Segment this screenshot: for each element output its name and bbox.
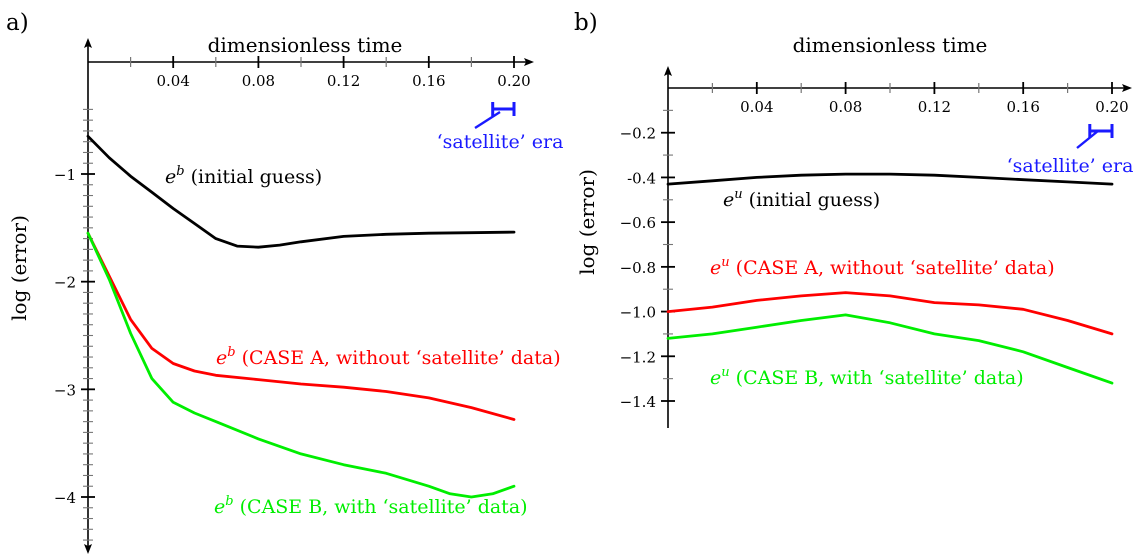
y-axis-arrow-top [664, 66, 672, 76]
x-axis-arrow [1122, 84, 1132, 92]
series-label-superscript: b [225, 494, 233, 509]
series-label: eb (initial guess) [165, 164, 322, 188]
series-label: eu (CASE B, with ‘satellite’ data) [710, 365, 1024, 389]
x-tick-label: 0.16 [412, 72, 445, 90]
series-label-symbol: e [710, 367, 721, 389]
series-line [86, 231, 516, 421]
series-label-text: (CASE A, without ‘satellite’ data) [236, 347, 561, 369]
series-line [666, 313, 1114, 385]
series-label-text: (initial guess) [185, 166, 323, 188]
y-tick-label: −1.2 [620, 348, 656, 366]
panel-letter: b) [574, 10, 598, 36]
series-line [666, 172, 1114, 186]
series-label-superscript: u [734, 187, 742, 202]
y-axis-arrow-bottom [84, 544, 92, 554]
y-tick-label: −2 [54, 274, 76, 292]
x-tick-label: 0.08 [242, 72, 275, 90]
series-label-symbol: e [710, 257, 721, 279]
y-tick-label: −0.8 [620, 259, 656, 277]
panel-a: a) 0.04 0.08 0.12 0.16 0.20 −1 −2 −3 −4 dimensionl… [6, 10, 563, 554]
series-label: eu (CASE A, without ‘satellite’ data) [710, 255, 1055, 279]
series-label-text: (CASE A, without ‘satellite’ data) [730, 257, 1055, 279]
y-tick-label: −1 [54, 166, 76, 184]
y-axis-title: log (error) [7, 215, 31, 321]
series-label: eb (CASE A, without ‘satellite’ data) [216, 345, 561, 369]
era-pointer [474, 110, 501, 130]
x-tick-label: 0.04 [156, 72, 189, 90]
series-label: eb (CASE B, with ‘satellite’ data) [214, 494, 528, 518]
series-label-superscript: b [227, 345, 235, 360]
panel-b: b) 0.04 0.08 0.12 0.16 0.20 −0.2 -0.4 −0.6 −0.8 −1… [574, 10, 1133, 428]
era-pointer [1076, 130, 1099, 149]
series-line [666, 291, 1114, 336]
series-line [86, 134, 516, 249]
series-label-text: (CASE B, with ‘satellite’ data) [730, 367, 1024, 389]
y-tick-label: −3 [54, 381, 76, 399]
y-tick-label: −1.4 [620, 393, 656, 411]
x-axis-arrow [524, 58, 534, 66]
series-label-symbol: e [723, 189, 734, 211]
y-tick-label: −4 [54, 489, 76, 507]
y-axis-title: log (error) [575, 169, 599, 275]
x-axis-title: dimensionless time [793, 33, 988, 57]
series-label-text: (CASE B, with ‘satellite’ data) [234, 496, 528, 518]
x-tick-label: 0.12 [918, 98, 951, 116]
x-tick-label: 0.04 [740, 98, 773, 116]
y-tick-label: −0.2 [620, 125, 656, 143]
x-tick-label: 0.08 [829, 98, 862, 116]
series-label-superscript: u [721, 365, 729, 380]
series-label-superscript: u [721, 255, 729, 270]
series-label-text: (initial guess) [743, 189, 881, 211]
x-tick-label: 0.20 [1095, 98, 1128, 116]
series-label-symbol: e [165, 166, 176, 188]
x-tick-label: 0.20 [497, 72, 530, 90]
era-label: ‘satellite’ era [1007, 155, 1134, 177]
series-label-symbol: e [214, 496, 225, 518]
y-axis-arrow-top [84, 38, 92, 48]
y-tick-label: −0.6 [620, 214, 656, 232]
series-label-superscript: b [176, 164, 184, 179]
x-tick-label: 0.12 [327, 72, 360, 90]
x-tick-label: 0.16 [1006, 98, 1039, 116]
panel-letter: a) [6, 10, 29, 36]
era-label: ‘satellite’ era [437, 131, 564, 153]
x-axis-title: dimensionless time [208, 33, 403, 57]
series-line [86, 231, 516, 499]
series-label-symbol: e [216, 347, 227, 369]
y-tick-label: -0.4 [627, 169, 656, 187]
series-label: eu (initial guess) [723, 187, 880, 211]
y-tick-label: −1.0 [620, 304, 656, 322]
